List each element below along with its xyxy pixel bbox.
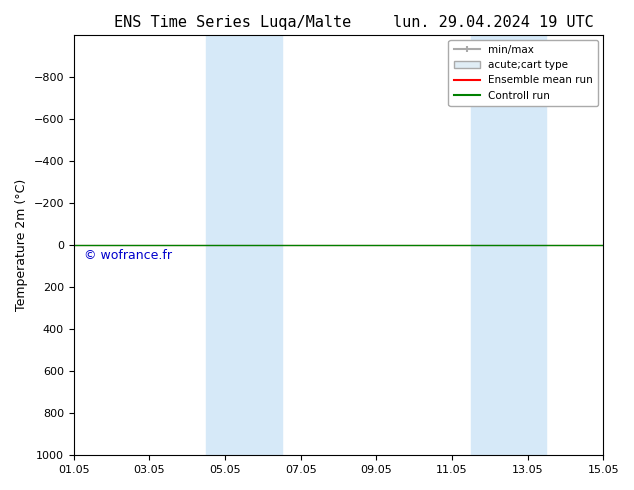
Text: ENS Time Series Luqa/Malte: ENS Time Series Luqa/Malte [114,15,351,30]
Y-axis label: Temperature 2m (°C): Temperature 2m (°C) [15,179,28,311]
Text: © wofrance.fr: © wofrance.fr [84,249,172,262]
Text: lun. 29.04.2024 19 UTC: lun. 29.04.2024 19 UTC [393,15,594,30]
Legend: min/max, acute;cart type, Ensemble mean run, Controll run: min/max, acute;cart type, Ensemble mean … [448,40,598,106]
Bar [206,35,281,455]
Bar [471,35,547,455]
